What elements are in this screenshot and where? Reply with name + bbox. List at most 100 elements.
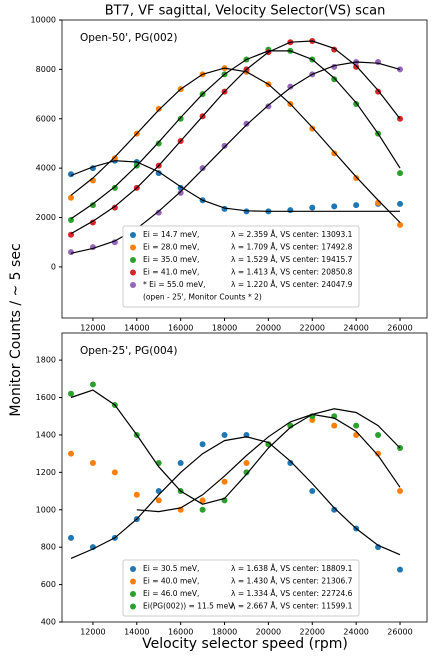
fit-curve [70, 40, 401, 235]
fit-curve [70, 67, 401, 223]
x-tick-label: 24000 [343, 324, 368, 333]
data-point [155, 140, 162, 147]
legend-box [122, 559, 360, 617]
legend-marker [130, 603, 136, 610]
legend-marker [130, 232, 136, 238]
y-tick-label: 6000 [36, 114, 56, 123]
legend-label: Ei = 30.5 meV, [143, 564, 199, 573]
data-point [353, 175, 360, 182]
legend-marker [130, 566, 136, 572]
legend-label: Ei = 28.0 meV, [143, 243, 199, 252]
fit-curve [70, 160, 400, 212]
data-point [353, 422, 360, 429]
y-tick-label: 1000 [36, 505, 56, 514]
legend-label: Ei(PG(002)) = 11.5 meV, [143, 602, 236, 611]
data-point [177, 189, 184, 196]
data-point [331, 76, 338, 83]
data-point [243, 460, 250, 467]
x-tick-label: 16000 [168, 324, 193, 333]
legend-marker [130, 578, 136, 585]
fit-curve [70, 50, 401, 220]
data-point [353, 63, 360, 70]
data-point [177, 115, 184, 122]
data-point [353, 202, 360, 209]
data-point [309, 488, 316, 495]
data-point [67, 249, 74, 256]
data-point [89, 219, 96, 226]
legend-label: Ei = 41.0 meV, [143, 268, 199, 277]
x-tick-label: 20000 [256, 628, 281, 637]
data-point [89, 202, 96, 209]
data-point [221, 478, 228, 485]
data-point [309, 125, 316, 132]
x-axis-label: Velocity selector speed (rpm) [142, 636, 348, 652]
x-tick-label: 20000 [256, 324, 281, 333]
fit-curve [136, 413, 401, 513]
legend-marker [130, 282, 136, 288]
data-point [331, 506, 338, 513]
data-point [397, 200, 404, 207]
data-point [221, 431, 228, 438]
data-point [375, 450, 382, 457]
legend-note: λ = 1.413 Å, VS center: 20850.8 [231, 268, 353, 277]
chart-title: BT7, VF sagittal, Velocity Selector(VS) … [105, 4, 386, 19]
x-tick-label: 12000 [80, 324, 105, 333]
y-tick-label: 600 [41, 580, 56, 589]
legend-note: λ = 1.529 Å, VS center: 19415.7 [231, 255, 353, 264]
x-tick-label: 18000 [212, 628, 237, 637]
data-point [309, 204, 316, 211]
y-tick-label: 4000 [36, 164, 56, 173]
data-point [111, 155, 118, 162]
data-point [287, 460, 294, 467]
legend-marker [130, 257, 136, 263]
data-point [243, 469, 250, 476]
x-tick-label: 14000 [124, 324, 149, 333]
x-tick-label: 26000 [387, 324, 412, 333]
data-point [67, 390, 74, 397]
legend-marker [130, 244, 136, 251]
data-point [287, 83, 294, 90]
legend-label: Ei = 46.0 meV, [143, 589, 199, 598]
fit-curve [70, 389, 401, 505]
data-point [111, 184, 118, 191]
legend-note: λ = 2.359 Å, VS center: 13093.1 [231, 230, 353, 239]
x-tick-label: 12000 [80, 628, 105, 637]
y-tick-label: 2000 [36, 213, 56, 222]
legend-label: Ei = 40.0 meV, [143, 577, 199, 586]
data-point [155, 209, 162, 216]
data-point [67, 171, 74, 178]
data-point [397, 566, 404, 573]
data-point [67, 534, 74, 541]
x-tick-label: 26000 [387, 628, 412, 637]
data-point [199, 441, 206, 448]
legend-note: (open - 25', Monitor Counts * 2) [143, 293, 262, 302]
legend-note: λ = 2.667 Å, VS center: 11599.1 [231, 602, 353, 611]
y-tick-label: 400 [41, 618, 56, 627]
legend-label: * Ei = 55.0 meV, [143, 280, 206, 289]
data-point [133, 491, 140, 498]
legend-label: Ei = 35.0 meV, [143, 255, 199, 264]
data-point [397, 488, 404, 495]
legend-marker [130, 591, 136, 597]
legend-label: Ei = 14.7 meV, [143, 230, 199, 239]
data-point [199, 506, 206, 513]
data-point [67, 216, 74, 223]
y-tick-label: 1200 [36, 468, 56, 477]
data-point [243, 431, 250, 438]
legend-note: λ = 1.709 Å, VS center: 17492.8 [231, 243, 353, 252]
data-point [155, 497, 162, 504]
annotation: Open-50', PG(002) [80, 32, 177, 44]
y-tick-label: 1400 [36, 430, 56, 439]
data-point [375, 431, 382, 438]
data-point [287, 207, 294, 214]
data-point [397, 221, 404, 228]
data-point [199, 497, 206, 504]
data-point [177, 460, 184, 467]
y-tick-label: 10000 [31, 16, 56, 25]
data-point [265, 103, 272, 110]
data-point [89, 460, 96, 467]
y-tick-label: 800 [41, 543, 56, 552]
x-tick-label: 22000 [300, 324, 325, 333]
fit-curve [70, 436, 401, 559]
y-tick-label: 1800 [36, 356, 56, 365]
